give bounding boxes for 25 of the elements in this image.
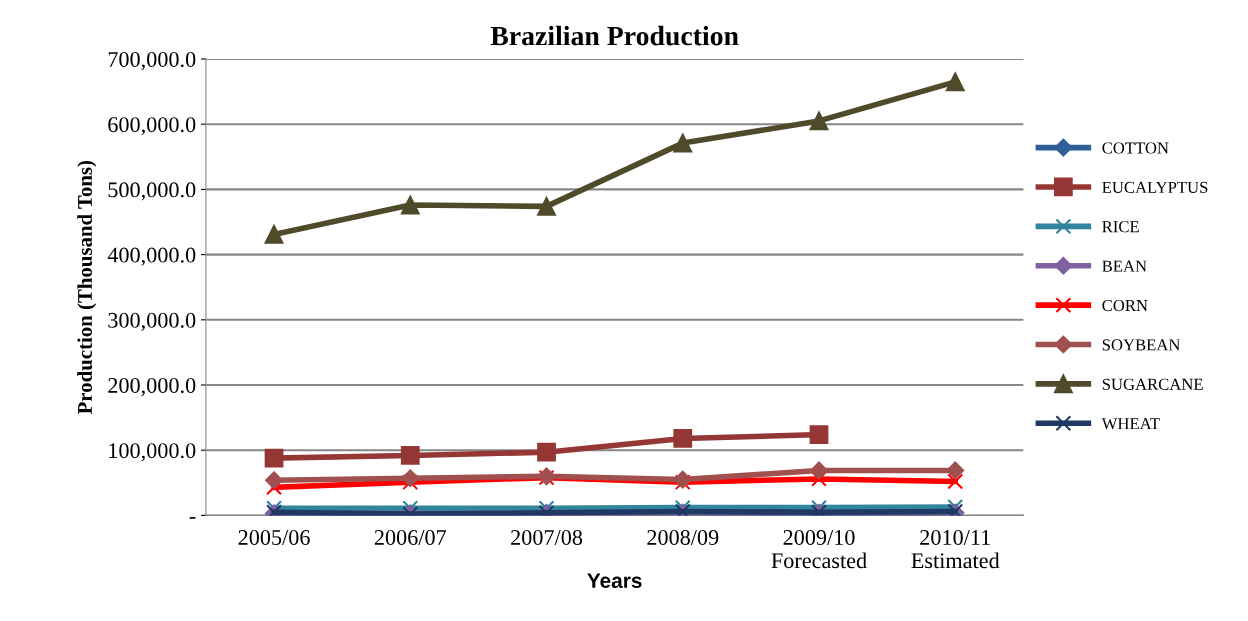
chart-title: Brazilian Production xyxy=(490,25,739,46)
y-tick-label: 500,000.0 xyxy=(108,182,196,201)
y-tick-label: 100,000.0 xyxy=(109,443,196,462)
y-axis-title: Production (Thousand Tons) xyxy=(77,160,97,415)
legend-label: CORN xyxy=(1102,299,1148,312)
legend-label: RICE xyxy=(1102,221,1139,233)
y-tick-label: 300,000.0 xyxy=(108,312,196,331)
x-tick-label: 2005/06 xyxy=(238,529,310,545)
legend-label: BEAN xyxy=(1102,260,1147,272)
legend-label: SUGARCANE xyxy=(1102,378,1203,390)
legend-label: WHEAT xyxy=(1101,418,1160,430)
x-tick-label: 2008/09 xyxy=(647,529,719,545)
y-tick-label: 600,000.0 xyxy=(108,117,196,136)
y-tick-label: - xyxy=(189,517,196,519)
x-tick-label: 2007/08 xyxy=(511,529,583,545)
y-tick-label: 700,000.0 xyxy=(108,51,196,71)
x-axis-title: Years xyxy=(587,573,642,589)
y-tick-label: 200,000.0 xyxy=(108,377,196,397)
x-tick-label: 2010/11 Estimated xyxy=(911,529,1000,569)
y-tick-label: 400,000.0 xyxy=(107,247,196,266)
x-tick-label: 2006/07 xyxy=(374,529,447,545)
legend-label: EUCALYPTUS xyxy=(1102,181,1208,193)
legend-label: SOYBEAN xyxy=(1102,339,1181,351)
legend-label: COTTON xyxy=(1102,142,1169,154)
x-tick-label: 2009/10 Forecasted xyxy=(771,529,867,569)
